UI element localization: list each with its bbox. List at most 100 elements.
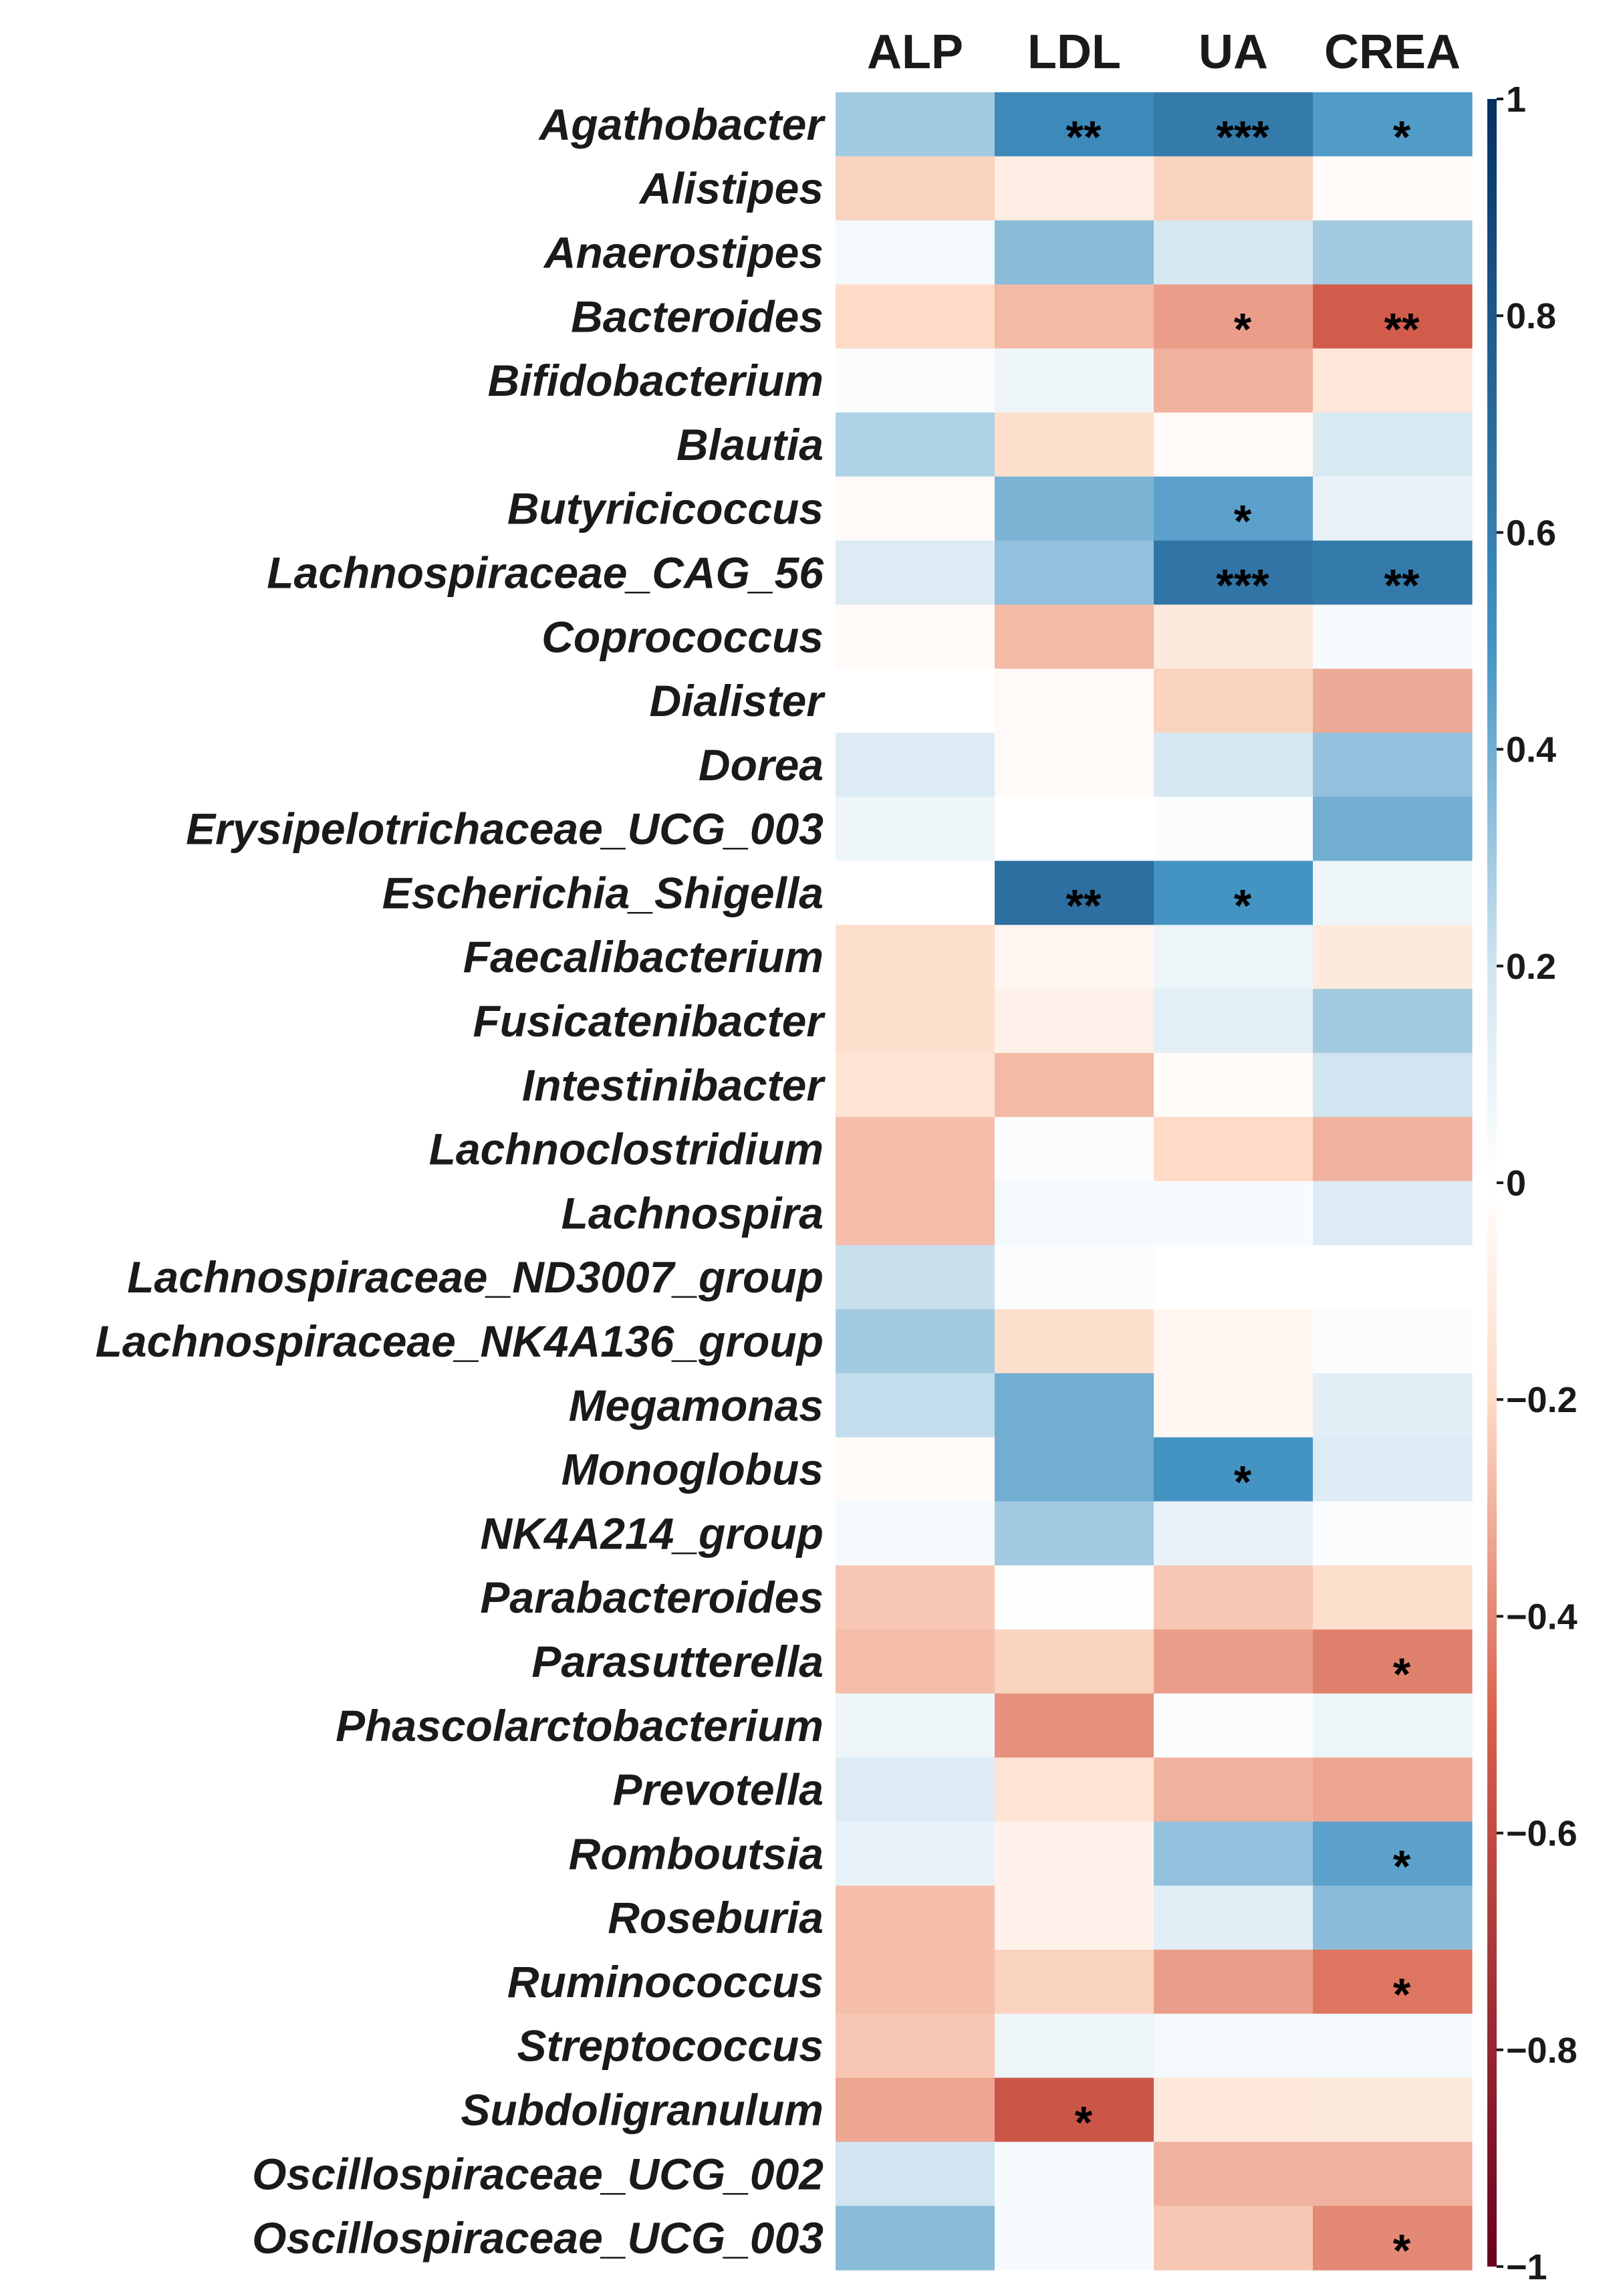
row-labels: Agathobacter Alistipes Anaerostipes Bactero… bbox=[96, 100, 826, 2263]
cell-intestinibacter-ua bbox=[1154, 1052, 1314, 1118]
cell-streptococcus-ua bbox=[1154, 2013, 1314, 2079]
cell-lachnospiraceae-cag-56-crea bbox=[1313, 540, 1473, 605]
cell-lachnospiraceae-nk4a136-group-alp bbox=[836, 1309, 995, 1374]
row-label-fusicatenibacter: Fusicatenibacter bbox=[473, 996, 826, 1046]
cell-parasutterella-ua bbox=[1154, 1629, 1314, 1694]
row-label-blautia: Blautia bbox=[676, 420, 824, 469]
cell-intestinibacter-ldl bbox=[995, 1052, 1154, 1118]
colorbar-ticks: 1 0.8 0.6 0.4 0.2 0 −0.2 −0.4 −0.6 −0.8 −1 bbox=[1497, 80, 1578, 2287]
cell-streptococcus-alp bbox=[836, 2013, 995, 2079]
cell-escherichia-shigella-alp bbox=[836, 860, 995, 925]
significance-subdoligranulum-ldl: * bbox=[1075, 2097, 1093, 2148]
cell-nk4a214-group-alp bbox=[836, 1501, 995, 1566]
cell-coprococcus-ldl bbox=[995, 604, 1154, 669]
cell-agathobacter-alp bbox=[836, 92, 995, 157]
significance-bacteroides-ua: * bbox=[1234, 304, 1252, 354]
significance-bacteroides-crea: ** bbox=[1384, 304, 1420, 354]
cell-roseburia-ldl bbox=[995, 1885, 1154, 1950]
cell-faecalibacterium-ua bbox=[1154, 925, 1314, 990]
significance-agathobacter-ua: *** bbox=[1216, 112, 1269, 162]
cell-anaerostipes-crea bbox=[1313, 220, 1473, 285]
cell-faecalibacterium-crea bbox=[1313, 925, 1473, 990]
significance-parasutterella-crea: * bbox=[1393, 1649, 1411, 1700]
cell-butyricicoccus-ua bbox=[1154, 476, 1314, 542]
cell-alistipes-crea bbox=[1313, 156, 1473, 221]
cell-oscillospiraceae-ucg-002-crea bbox=[1313, 2142, 1473, 2206]
cell-subdoligranulum-alp bbox=[836, 2077, 995, 2143]
cell-oscillospiraceae-ucg-002-ldl bbox=[995, 2142, 1154, 2206]
cell-bifidobacterium-crea bbox=[1313, 348, 1473, 413]
cell-lachnospira-crea bbox=[1313, 1181, 1473, 1246]
cell-agathobacter-ldl bbox=[995, 92, 1154, 157]
cell-monoglobus-alp bbox=[836, 1437, 995, 1502]
significance-lachnospiraceae-cag-56-crea: ** bbox=[1384, 560, 1420, 610]
cell-escherichia-shigella-ua bbox=[1154, 860, 1314, 925]
cell-lachnoclostridium-ua bbox=[1154, 1117, 1314, 1182]
column-labels: ALP LDL UA CREA bbox=[867, 25, 1461, 79]
row-label-prevotella: Prevotella bbox=[613, 1765, 824, 1815]
row-label-agathobacter: Agathobacter bbox=[538, 100, 826, 149]
row-label-lachnospira: Lachnospira bbox=[561, 1188, 824, 1238]
row-label-anaerostipes: Anaerostipes bbox=[543, 227, 824, 277]
cell-streptococcus-crea bbox=[1313, 2013, 1473, 2079]
cell-dialister-ua bbox=[1154, 669, 1314, 733]
cell-lachnospiraceae-nk4a136-group-ldl bbox=[995, 1309, 1154, 1374]
cell-dialister-ldl bbox=[995, 669, 1154, 733]
cell-lachnospiraceae-cag-56-ua bbox=[1154, 540, 1314, 605]
cell-phascolarctobacterium-alp bbox=[836, 1693, 995, 1758]
cell-agathobacter-crea bbox=[1313, 92, 1473, 157]
cell-prevotella-ldl bbox=[995, 1757, 1154, 1823]
cell-anaerostipes-ldl bbox=[995, 220, 1154, 285]
cell-subdoligranulum-ldl bbox=[995, 2077, 1154, 2143]
row-label-parasutterella: Parasutterella bbox=[531, 1637, 824, 1686]
cell-parabacteroides-alp bbox=[836, 1565, 995, 1630]
row-label-escherichia-shigella: Escherichia_Shigella bbox=[382, 868, 824, 917]
colorbar-tick-label: 0 bbox=[1506, 1163, 1526, 1203]
cell-ruminococcus-ua bbox=[1154, 1950, 1314, 2015]
cell-blautia-crea bbox=[1313, 412, 1473, 477]
colorbar-tick-label: 0.6 bbox=[1506, 513, 1556, 553]
row-label-oscillospiraceae-ucg-003: Oscillospiraceae_UCG_003 bbox=[252, 2213, 824, 2263]
cell-blautia-ldl bbox=[995, 412, 1154, 477]
row-label-streptococcus: Streptococcus bbox=[517, 2021, 824, 2071]
significance-marks: ** *** ** ****** **** ******* bbox=[1066, 112, 1420, 2276]
cell-romboutsia-ldl bbox=[995, 1821, 1154, 1886]
cell-bacteroides-alp bbox=[836, 284, 995, 349]
row-label-phascolarctobacterium: Phascolarctobacterium bbox=[336, 1701, 824, 1750]
row-label-nk4a214-group: NK4A214_group bbox=[481, 1508, 824, 1558]
cell-alistipes-ldl bbox=[995, 156, 1154, 221]
colorbar-tick-label: 0.4 bbox=[1506, 730, 1556, 770]
cell-prevotella-alp bbox=[836, 1757, 995, 1823]
row-label-monoglobus: Monoglobus bbox=[561, 1445, 824, 1494]
cell-nk4a214-group-ldl bbox=[995, 1501, 1154, 1566]
cell-oscillospiraceae-ucg-003-alp bbox=[836, 2206, 995, 2271]
cell-ruminococcus-crea bbox=[1313, 1950, 1473, 2015]
cell-bacteroides-crea bbox=[1313, 284, 1473, 349]
cell-subdoligranulum-ua bbox=[1154, 2077, 1314, 2143]
cell-erysipelotrichaceae-ucg-003-crea bbox=[1313, 796, 1473, 862]
cell-intestinibacter-alp bbox=[836, 1052, 995, 1118]
cell-megamonas-ldl bbox=[995, 1373, 1154, 1438]
row-label-lachnospiraceae-nk4a136-group: Lachnospiraceae_NK4A136_group bbox=[96, 1316, 824, 1366]
cell-lachnospiraceae-nd3007-group-crea bbox=[1313, 1245, 1473, 1310]
cell-romboutsia-alp bbox=[836, 1821, 995, 1886]
cell-lachnospiraceae-nd3007-group-alp bbox=[836, 1245, 995, 1310]
cell-oscillospiraceae-ucg-002-ua bbox=[1154, 2142, 1314, 2206]
cell-monoglobus-crea bbox=[1313, 1437, 1473, 1502]
cell-dorea-alp bbox=[836, 732, 995, 798]
cell-megamonas-crea bbox=[1313, 1373, 1473, 1438]
row-label-butyricicoccus: Butyricicoccus bbox=[507, 484, 824, 534]
cell-erysipelotrichaceae-ucg-003-alp bbox=[836, 796, 995, 862]
cell-parasutterella-ldl bbox=[995, 1629, 1154, 1694]
cell-blautia-alp bbox=[836, 412, 995, 477]
cell-coprococcus-alp bbox=[836, 604, 995, 669]
cell-lachnospiraceae-nk4a136-group-ua bbox=[1154, 1309, 1314, 1374]
cell-escherichia-shigella-ldl bbox=[995, 860, 1154, 925]
cell-lachnospiraceae-cag-56-ldl bbox=[995, 540, 1154, 605]
cell-fusicatenibacter-ua bbox=[1154, 989, 1314, 1054]
colorbar-tick-label: 0.2 bbox=[1506, 947, 1556, 987]
cell-butyricicoccus-ldl bbox=[995, 476, 1154, 542]
significance-escherichia-shigella-ldl: ** bbox=[1066, 880, 1102, 931]
significance-lachnospiraceae-cag-56-ua: *** bbox=[1216, 560, 1269, 610]
